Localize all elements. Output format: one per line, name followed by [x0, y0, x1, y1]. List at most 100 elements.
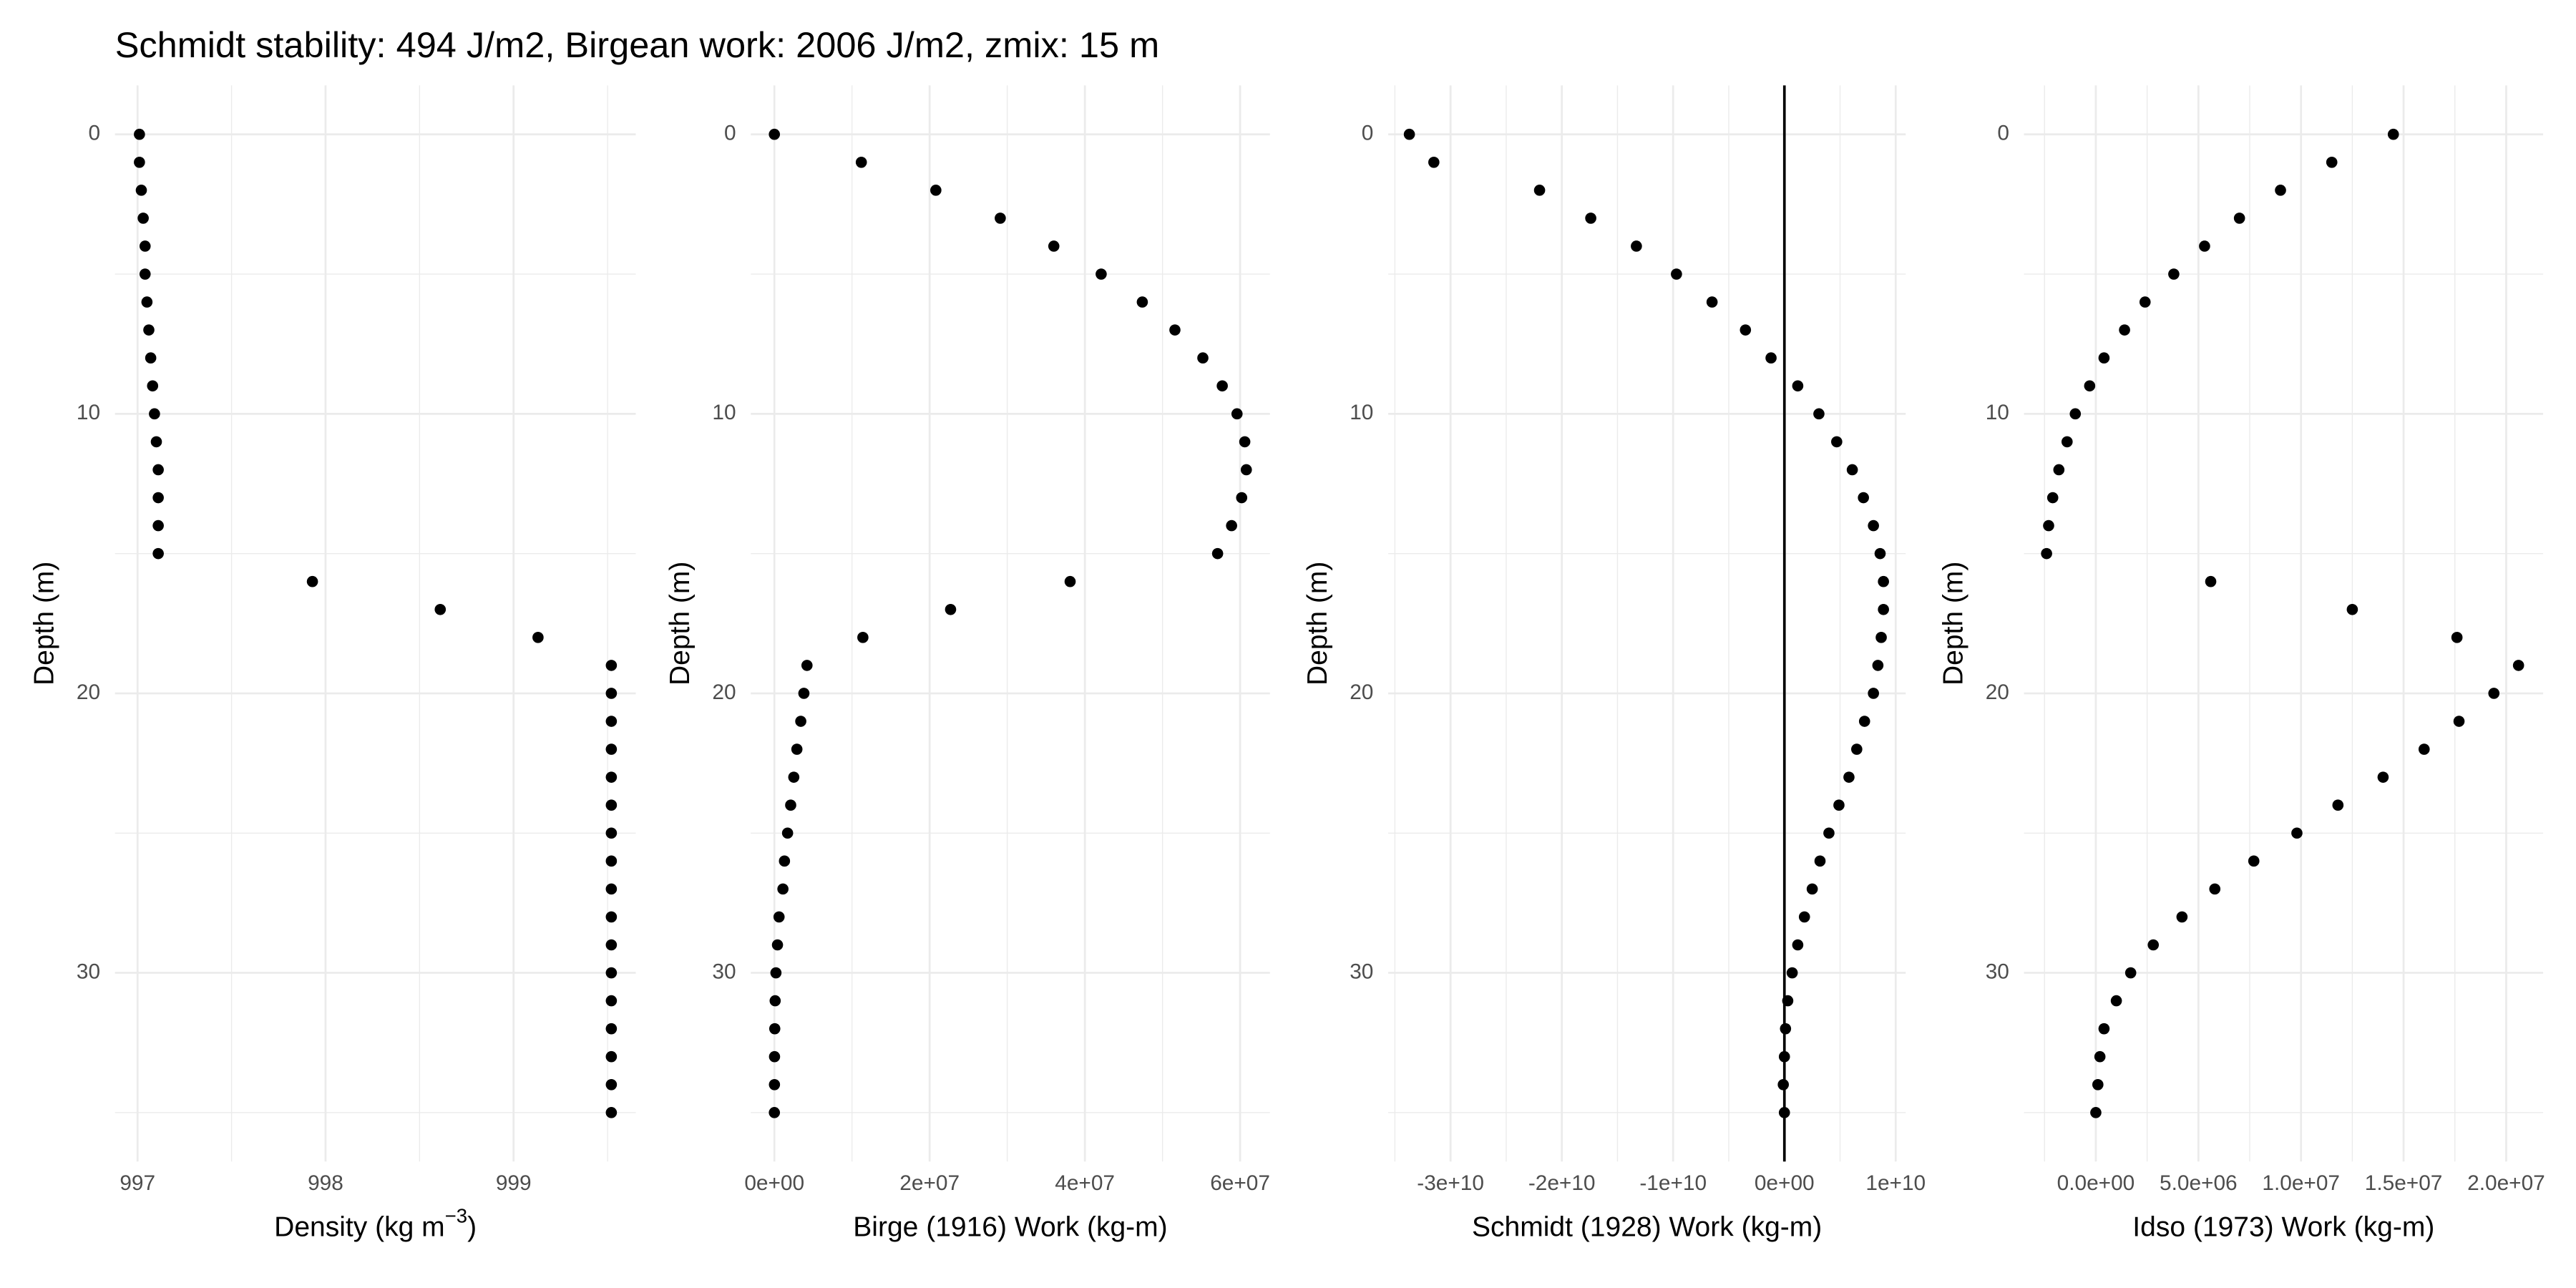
- point: [1823, 827, 1835, 839]
- point: [1428, 156, 1440, 168]
- point: [1868, 519, 1879, 532]
- point: [2041, 547, 2052, 560]
- point: [2199, 240, 2210, 252]
- point: [2119, 324, 2130, 336]
- point: [2512, 660, 2524, 671]
- point: [134, 128, 145, 140]
- point: [1813, 408, 1825, 420]
- point: [769, 995, 781, 1007]
- point: [152, 492, 164, 504]
- y-tick-label: 10: [712, 401, 736, 424]
- x-tick-label: 4e+07: [1055, 1171, 1115, 1195]
- point: [1631, 240, 1642, 252]
- point: [2248, 855, 2260, 867]
- point: [605, 1050, 618, 1063]
- x-tick-label: 6e+07: [1210, 1171, 1270, 1195]
- point: [2377, 771, 2389, 783]
- point: [532, 632, 544, 643]
- x-tick-label: 0e+00: [744, 1171, 804, 1195]
- point: [770, 967, 782, 979]
- x-tick-label: 0e+00: [1755, 1171, 1815, 1195]
- point: [1878, 603, 1889, 615]
- point: [857, 632, 869, 643]
- point: [605, 1078, 618, 1091]
- y-axis-label: Depth (m): [1302, 562, 1333, 686]
- point: [1403, 128, 1415, 140]
- y-axis-label: Depth (m): [1938, 562, 1968, 686]
- point: [771, 939, 784, 951]
- y-tick-label: 30: [1986, 960, 2009, 983]
- point: [605, 660, 618, 671]
- point: [1792, 939, 1804, 951]
- point: [1778, 1107, 1790, 1118]
- x-tick-label: 1.0e+07: [2262, 1171, 2340, 1195]
- x-axis-label-superscript: −3: [445, 1205, 467, 1227]
- x-axis-label-text: Schmidt (1928) Work (kg-m): [1472, 1212, 1822, 1243]
- point: [152, 464, 164, 476]
- y-tick-label: 20: [712, 680, 736, 704]
- point: [1806, 883, 1818, 895]
- point: [773, 911, 785, 923]
- point: [605, 939, 618, 951]
- point: [781, 827, 794, 839]
- point: [2209, 883, 2221, 895]
- point: [791, 743, 803, 755]
- point: [769, 1078, 781, 1091]
- point: [2387, 128, 2399, 140]
- point: [434, 603, 447, 615]
- point: [2046, 492, 2059, 504]
- point: [2418, 743, 2430, 755]
- point: [605, 688, 618, 699]
- point: [1792, 380, 1804, 392]
- point: [2205, 575, 2217, 587]
- x-tick-label: 2.0e+07: [2467, 1171, 2545, 1195]
- point: [1868, 688, 1879, 699]
- y-tick-label: 20: [1350, 680, 1373, 704]
- point: [605, 911, 618, 923]
- point: [801, 660, 813, 671]
- point: [135, 185, 147, 196]
- point: [2346, 603, 2358, 615]
- point: [141, 296, 153, 308]
- point: [145, 352, 157, 364]
- point: [1872, 660, 1884, 671]
- x-tick-label: 997: [119, 1171, 155, 1195]
- x-tick-label: 1e+10: [1865, 1171, 1926, 1195]
- point: [149, 408, 160, 420]
- y-tick-label: 0: [724, 122, 736, 145]
- point: [1851, 743, 1863, 755]
- point: [769, 1107, 781, 1118]
- point: [147, 380, 159, 392]
- point: [1777, 1078, 1789, 1091]
- point: [1231, 408, 1243, 420]
- x-tick-label: 1.5e+07: [2365, 1171, 2443, 1195]
- point: [1240, 464, 1252, 476]
- point: [1585, 213, 1596, 224]
- point: [1765, 352, 1777, 364]
- point: [1858, 492, 1869, 504]
- point: [769, 1023, 781, 1035]
- point: [1064, 575, 1076, 587]
- point: [1778, 1050, 1790, 1063]
- point: [2275, 185, 2286, 196]
- point: [1875, 632, 1887, 643]
- point: [605, 855, 618, 867]
- x-axis-label-text: Density (kg m: [274, 1212, 444, 1243]
- point: [2326, 156, 2338, 168]
- point: [2176, 911, 2188, 923]
- point: [855, 156, 867, 168]
- x-axis-label-end: ): [467, 1212, 477, 1243]
- point: [605, 799, 618, 811]
- x-tick-label: 998: [308, 1171, 343, 1195]
- y-axis-label: Depth (m): [29, 562, 60, 686]
- point: [2147, 939, 2160, 951]
- point: [1096, 268, 1107, 280]
- point: [605, 995, 618, 1007]
- y-tick-label: 10: [1986, 401, 2009, 424]
- point: [1740, 324, 1752, 336]
- point: [1533, 185, 1546, 196]
- point: [785, 799, 796, 811]
